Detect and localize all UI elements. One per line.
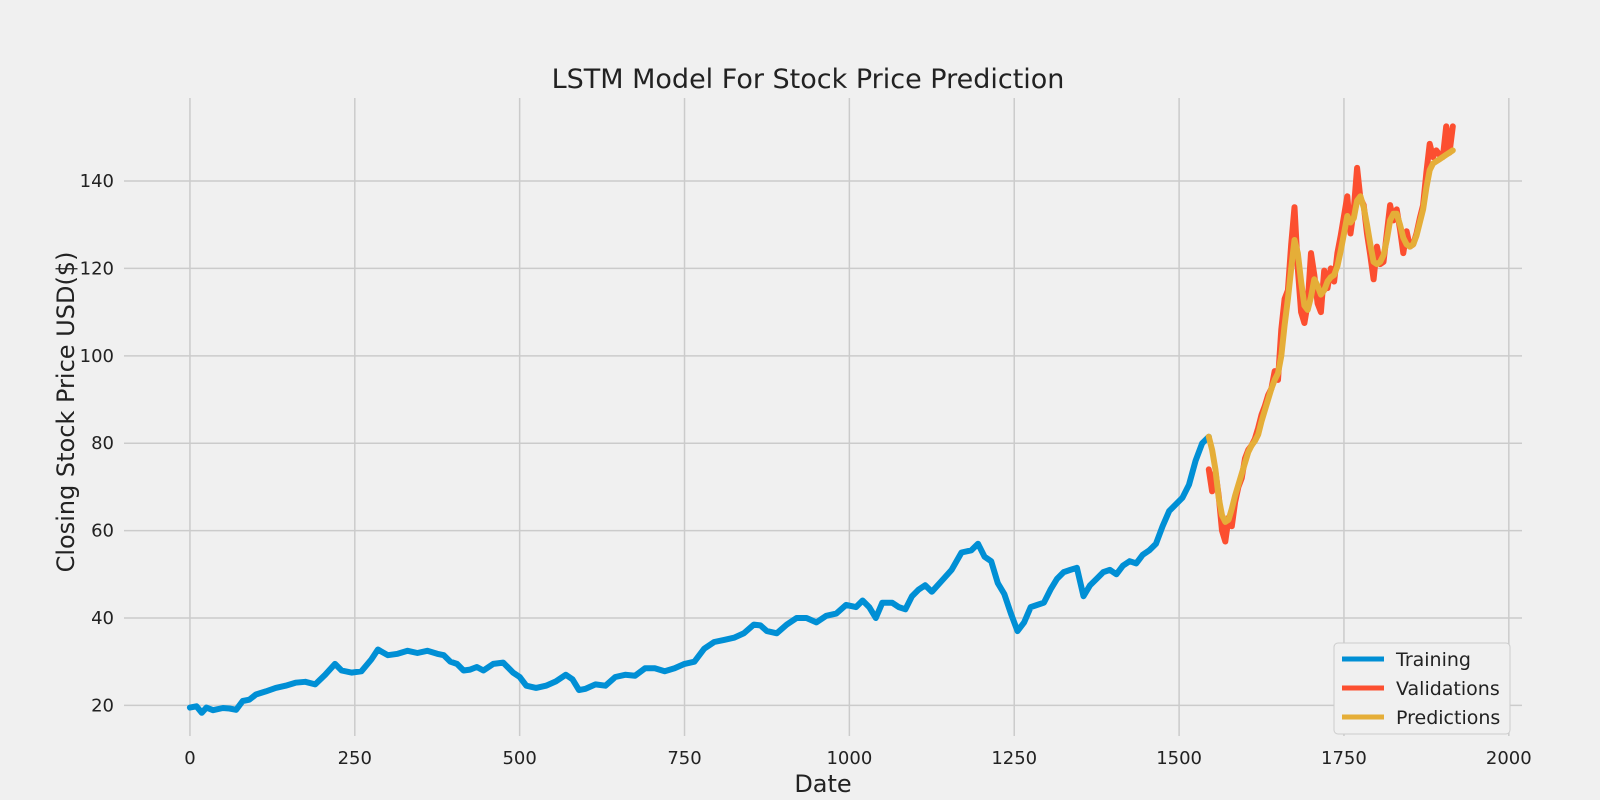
tick-labels: 0 250 500 750 1000 1250 1500 1750 2000 20 40 60 80 10…: [80, 171, 1532, 769]
chart-title: LSTM Model For Stock Price Prediction: [552, 64, 1065, 95]
x-tick-label: 2000: [1486, 748, 1532, 769]
series-line-predictions: [1205, 147, 1456, 525]
x-tick-label: 250: [338, 748, 372, 769]
legend-box: [1333, 642, 1511, 735]
y-tick-label: 100: [80, 346, 114, 367]
x-tick-label: 750: [667, 748, 701, 769]
legend-label-validations: Validations: [1396, 678, 1500, 700]
x-tick-label: 500: [502, 748, 536, 769]
x-tick-label: 0: [184, 748, 195, 769]
series-line-training: [186, 433, 1212, 716]
legend: Training Validations Predictions: [1333, 642, 1511, 735]
x-tick-label: 1250: [991, 748, 1037, 769]
y-tick-label: 120: [80, 258, 114, 279]
y-axis-label: Closing Stock Price USD($): [52, 252, 80, 573]
x-axis-label: Date: [794, 770, 851, 798]
series-lines: [186, 123, 1456, 716]
y-tick-label: 140: [80, 171, 114, 192]
x-tick-label: 1000: [826, 748, 872, 769]
legend-label-predictions: Predictions: [1396, 707, 1500, 729]
x-tick-label: 1500: [1156, 748, 1202, 769]
y-tick-label: 40: [91, 608, 114, 629]
y-tick-label: 60: [91, 521, 114, 542]
y-tick-label: 20: [91, 695, 114, 716]
legend-label-training: Training: [1395, 649, 1471, 671]
y-tick-label: 80: [91, 433, 114, 454]
x-tick-label: 1750: [1321, 748, 1367, 769]
